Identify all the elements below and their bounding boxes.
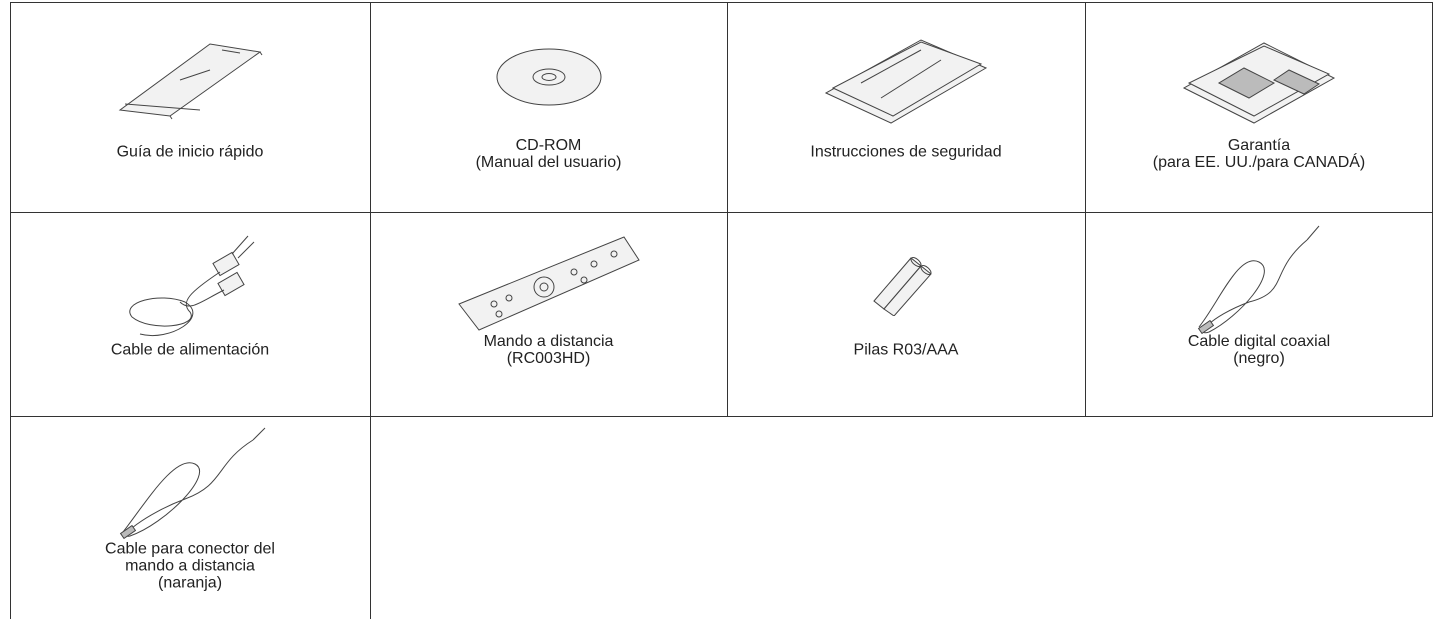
label-line: (negro): [1233, 350, 1285, 367]
quick-guide-illustration: [118, 43, 263, 120]
label-line: Guía de inicio rápido: [116, 143, 264, 161]
warranty-illustration: [1182, 42, 1336, 124]
item-cell: Pilas R03/AAA: [727, 212, 1085, 416]
label-line: (para EE. UU./para CANADÁ): [1152, 154, 1366, 171]
label-line: Cable de alimentación: [110, 341, 270, 359]
remote-connector-cable-illustration: [119, 427, 266, 540]
label-line: Instrucciones de seguridad: [810, 143, 1002, 161]
item-label: Instrucciones de seguridad: [727, 144, 1085, 161]
label-line: Mando a distancia: [483, 333, 614, 350]
remote-control-illustration: [457, 236, 640, 331]
label-line: Cable digital coaxial: [1187, 333, 1331, 350]
cd-rom-illustration: [496, 48, 601, 106]
item-cell: Mando a distancia (RC003HD): [370, 212, 727, 416]
label-line: (RC003HD): [506, 350, 591, 367]
label-line: (naranja): [157, 574, 223, 592]
item-label: Cable para conector del mando a distancia…: [10, 541, 370, 592]
item-cell: Cable para conector del mando a distancia…: [10, 416, 370, 619]
coaxial-cable-illustration: [1197, 225, 1320, 335]
item-cell: Garantía (para EE. UU./para CANADÁ): [1085, 2, 1433, 212]
label-line: Cable para conector del: [105, 540, 275, 558]
item-label: Cable digital coaxial (negro): [1085, 333, 1433, 367]
power-cord-illustration: [129, 235, 255, 336]
item-cell: Cable digital coaxial (negro): [1085, 212, 1433, 416]
label-line: (Manual del usuario): [475, 154, 622, 171]
item-cell: Guía de inicio rápido: [10, 2, 370, 212]
item-cell: Instrucciones de seguridad: [727, 2, 1085, 212]
item-cell: Cable de alimentación: [10, 212, 370, 416]
label-line: Garantía: [1227, 137, 1291, 154]
item-label: Mando a distancia (RC003HD): [370, 333, 727, 367]
item-label: Garantía (para EE. UU./para CANADÁ): [1085, 137, 1433, 171]
safety-instructions-illustration: [824, 39, 988, 124]
label-line: CD-ROM: [515, 137, 582, 154]
item-cell: CD-ROM (Manual del usuario): [370, 2, 727, 212]
item-label: CD-ROM (Manual del usuario): [370, 137, 727, 171]
item-label: Guía de inicio rápido: [10, 144, 370, 161]
label-line: Pilas R03/AAA: [853, 341, 959, 359]
item-label: Cable de alimentación: [10, 342, 370, 359]
label-line: mando a distancia: [125, 557, 255, 575]
batteries-illustration: [873, 257, 932, 316]
item-label: Pilas R03/AAA: [727, 342, 1085, 359]
